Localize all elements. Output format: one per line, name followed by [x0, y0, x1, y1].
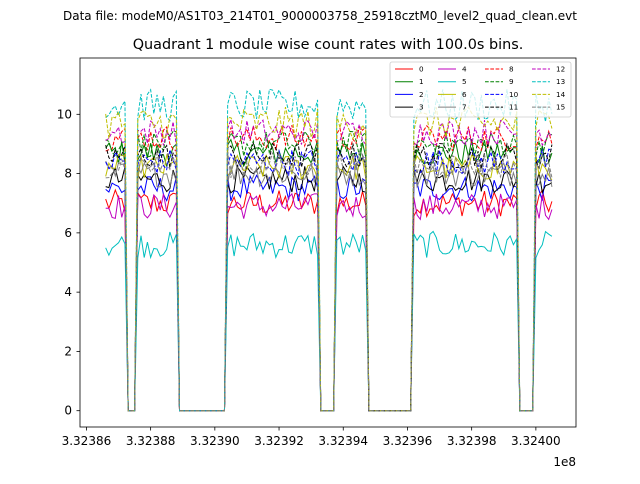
x-tick-label: 3.32396	[383, 434, 433, 448]
series-line-0	[105, 188, 553, 412]
y-axis: 0 2 4 6 8 10	[57, 107, 80, 418]
legend-label: 7	[462, 103, 467, 112]
series-line-10	[105, 148, 553, 412]
x-tick-label: 3.32400	[511, 434, 561, 448]
legend-label: 5	[462, 77, 467, 86]
legend-entry-7: 7	[438, 103, 467, 112]
legend-entry-13: 13	[532, 77, 565, 86]
series-line-13	[105, 88, 553, 412]
legend-label: 12	[556, 65, 565, 74]
y-tick-label: 8	[64, 167, 72, 181]
legend-label: 2	[419, 90, 424, 99]
y-tick-label: 6	[64, 226, 72, 240]
legend-box	[389, 61, 572, 118]
series-line-5	[105, 230, 553, 412]
legend-label: 15	[556, 103, 565, 112]
legend-entry-10: 10	[485, 90, 519, 99]
legend-entry-1: 1	[395, 77, 424, 86]
legend-label: 11	[509, 103, 518, 112]
legend-label: 14	[556, 90, 566, 99]
legend-entry-12: 12	[532, 65, 565, 74]
chart-title: Quadrant 1 module wise count rates with …	[133, 37, 524, 53]
x-tick-label: 3.32392	[254, 434, 304, 448]
legend-label: 13	[556, 77, 565, 86]
x-tick-label: 3.32388	[126, 434, 176, 448]
y-tick-label: 10	[57, 107, 72, 121]
legend-entry-2: 2	[395, 90, 424, 99]
legend-label: 3	[419, 103, 424, 112]
series-line-12	[105, 117, 553, 412]
series-line-15	[105, 150, 553, 412]
legend-label: 9	[509, 77, 514, 86]
series-line-14	[105, 106, 553, 412]
y-tick-label: 2	[64, 344, 72, 358]
y-tick-label: 0	[64, 404, 72, 418]
legend-label: 1	[419, 77, 424, 86]
legend-entry-0: 0	[395, 65, 424, 74]
series-line-3	[105, 165, 553, 412]
x-tick-label: 3.32394	[318, 434, 368, 448]
legend-label: 6	[462, 90, 467, 99]
plot-area	[79, 57, 577, 428]
series-line-11	[105, 141, 553, 412]
x-tick-label: 3.32386	[62, 434, 112, 448]
x-axis: 3.32386 3.32388 3.32390 3.32392 3.32394 3.323…	[62, 427, 561, 448]
legend-label: 10	[509, 90, 519, 99]
x-offset-label: 1e8	[553, 455, 576, 469]
legend-entry-4: 4	[438, 65, 467, 74]
legend-label: 8	[509, 65, 514, 74]
legend-label: 4	[462, 65, 467, 74]
legend-entry-14: 14	[532, 90, 566, 99]
legend-entry-11: 11	[485, 103, 518, 112]
legend-entry-6: 6	[438, 90, 467, 99]
legend-entry-8: 8	[485, 65, 514, 74]
legend-entry-5: 5	[438, 77, 467, 86]
series-line-8	[105, 125, 553, 412]
series-line-7	[105, 160, 553, 412]
legend-entry-9: 9	[485, 77, 514, 86]
chart-suptitle: Data file: modeM0/AS1T03_214T01_90000037…	[63, 9, 577, 23]
series-line-4	[105, 192, 553, 412]
legend-entry-3: 3	[395, 103, 424, 112]
x-tick-label: 3.32390	[190, 434, 240, 448]
axes-frame	[79, 57, 577, 428]
x-tick-label: 3.32398	[447, 434, 497, 448]
legend-label: 0	[419, 65, 424, 74]
y-tick-label: 4	[64, 285, 72, 299]
legend-entry-15: 15	[532, 103, 565, 112]
